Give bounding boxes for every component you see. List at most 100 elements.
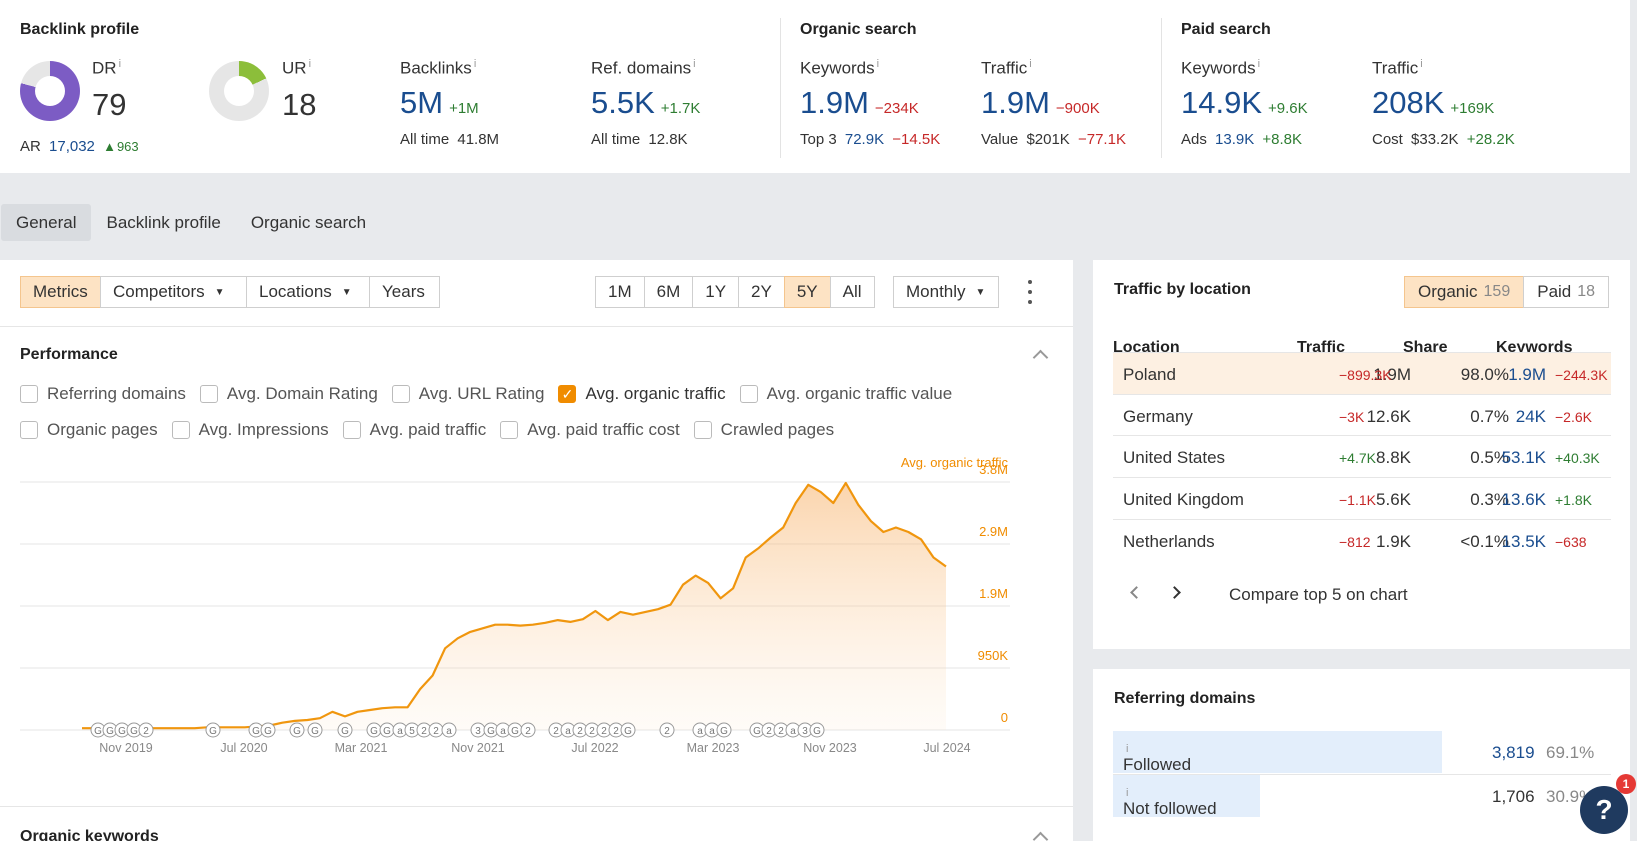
checkbox-avg-organic-traffic[interactable]: ✓ Avg. organic traffic (558, 384, 726, 404)
table-row[interactable]: Poland 1.9M −899.3K 98.0% 1.9M −244.3K (1113, 352, 1611, 395)
cell-keywords[interactable]: 1.9M (1508, 365, 1546, 384)
checkbox-organic-pages[interactable]: Organic pages (20, 420, 158, 440)
checkbox-avg-domain-rating[interactable]: Avg. Domain Rating (199, 384, 378, 404)
backlink-profile-title: Backlink profile (20, 21, 140, 38)
checkbox-icon (171, 421, 190, 439)
info-icon[interactable]: i (308, 58, 312, 70)
compare-top-5-link[interactable]: Compare top 5 on chart (1229, 585, 1408, 604)
cell-traffic[interactable]: 8.8K (1376, 448, 1411, 468)
tab-backlink-profile[interactable]: Backlink profile (106, 213, 221, 232)
followed-value[interactable]: 3,819 (1492, 743, 1535, 762)
checkbox-avg-organic-traffic-value[interactable]: Avg. organic traffic value (739, 384, 952, 404)
column-header-location[interactable]: Location (1113, 339, 1180, 356)
years-button[interactable]: Years (369, 276, 440, 308)
table-row[interactable]: Germany 12.6K −3K 0.7% 24K −2.6K (1113, 393, 1611, 437)
followed-row[interactable]: Followed i 3,819 69.1% (1113, 731, 1611, 774)
locations-dropdown[interactable]: Locations ▼ (246, 276, 370, 308)
info-icon[interactable]: i (1029, 58, 1032, 70)
info-icon[interactable]: i (118, 58, 122, 70)
checkbox-avg-paid-traffic-cost[interactable]: Avg. paid traffic cost (500, 420, 680, 440)
info-icon[interactable]: i (1126, 787, 1129, 799)
tab-organic-search[interactable]: Organic search (250, 213, 367, 232)
info-icon[interactable]: i (1257, 58, 1261, 70)
interval-dropdown[interactable]: Monthly ▼ (893, 276, 999, 308)
tab-general[interactable]: General (1, 204, 92, 241)
paid-toggle[interactable]: Paid 18 (1523, 276, 1610, 308)
performance-panel: Metrics Competitors ▼ Locations ▼ Years 1M… (0, 260, 1073, 841)
cell-keywords[interactable]: 24K (1515, 406, 1546, 426)
event-marker (809, 722, 825, 738)
event-marker-label: 3 (475, 726, 481, 737)
range-all[interactable]: All (829, 276, 875, 308)
event-marker-label: 2 (766, 726, 772, 737)
organic-traffic-value[interactable]: 1.9M (981, 84, 1050, 120)
competitors-dropdown[interactable]: Competitors ▼ (100, 276, 247, 308)
event-marker (289, 722, 305, 738)
cell-traffic[interactable]: 12.6K (1366, 406, 1411, 426)
organic-toggle[interactable]: Organic 159 (1404, 276, 1525, 308)
more-options-icon[interactable] (1025, 280, 1035, 304)
info-icon[interactable]: i (1420, 58, 1423, 70)
caret-down-icon: ▼ (341, 286, 352, 298)
event-marker-label: 2 (433, 726, 439, 737)
range-5y[interactable]: 5Y (783, 276, 831, 308)
table-row[interactable]: Netherlands 1.9K −812 <0.1% 13.5K −638 (1113, 518, 1611, 562)
dr-value: 79 (92, 87, 127, 122)
event-marker-label: a (697, 726, 703, 737)
cell-keywords[interactable]: 53.1K (1501, 448, 1546, 468)
table-row[interactable]: United Kingdom 5.6K −1.1K 0.3% 13.6K +1.8K (1113, 477, 1611, 520)
cell-location: Poland (1123, 365, 1176, 384)
previous-page-icon[interactable] (1130, 586, 1143, 599)
checkbox-icon (693, 421, 712, 439)
column-header-traffic[interactable]: Traffic (1297, 339, 1346, 356)
cell-traffic[interactable]: 1.9K (1376, 531, 1411, 551)
checkbox-referring-domains[interactable]: Referring domains (20, 384, 186, 404)
backlinks-value[interactable]: 5M (400, 84, 444, 120)
paid-traffic-value[interactable]: 208K (1372, 84, 1445, 120)
top3-value[interactable]: 72.9K (844, 130, 885, 148)
range-2y[interactable]: 2Y (738, 276, 785, 308)
not-followed-value[interactable]: 1,706 (1492, 787, 1535, 806)
event-marker-label: G (209, 726, 217, 737)
paid-keywords-value[interactable]: 14.9K (1181, 84, 1263, 120)
metrics-button[interactable]: Metrics (20, 276, 101, 308)
dr-label[interactable]: DR i (92, 58, 122, 78)
checkbox-avg-url-rating[interactable]: Avg. URL Rating (391, 384, 544, 404)
collapse-chevron-icon[interactable] (1032, 831, 1049, 841)
column-header-share[interactable]: Share (1403, 339, 1448, 356)
cost-value: $33.2K (1411, 130, 1459, 148)
range-6m[interactable]: 6M (643, 276, 694, 308)
not-followed-row[interactable]: Not followed i 1,706 30.9% (1113, 774, 1611, 818)
column-header-keywords[interactable]: Keywords (1496, 339, 1573, 356)
range-1m[interactable]: 1M (595, 276, 645, 308)
checkbox-avg-impressions[interactable]: Avg. Impressions (171, 420, 329, 440)
cell-keywords[interactable]: 13.6K (1501, 490, 1546, 510)
divider (0, 326, 1073, 327)
ads-value[interactable]: 13.9K (1215, 130, 1255, 148)
next-page-icon[interactable] (1168, 586, 1181, 599)
traffic-by-location-title: Traffic by location (1114, 281, 1251, 298)
event-marker-label: G (94, 726, 102, 737)
cell-traffic[interactable]: 5.6K (1376, 490, 1411, 510)
ref-domains-value[interactable]: 5.5K (591, 84, 655, 120)
checkbox-crawled-pages[interactable]: Crawled pages (693, 420, 834, 440)
event-marker-label: 2 (143, 726, 149, 737)
ar-value[interactable]: 17,032 (49, 138, 95, 155)
traffic-by-location-panel: Traffic by location Organic 159 Paid 18 Lo… (1093, 260, 1630, 649)
cell-keywords[interactable]: 13.5K (1501, 531, 1546, 551)
event-marker-label: 5 (409, 726, 415, 737)
help-button[interactable]: ? (1580, 786, 1628, 834)
cell-traffic[interactable]: 1.9M (1373, 365, 1411, 384)
collapse-chevron-icon[interactable] (1032, 349, 1049, 366)
info-icon[interactable]: i (1126, 743, 1129, 755)
checkbox-avg-paid-traffic[interactable]: Avg. paid traffic (342, 420, 486, 440)
ur-label[interactable]: UR i (282, 58, 312, 78)
info-icon[interactable]: i (473, 58, 477, 70)
event-marker-label: a (790, 726, 796, 737)
range-1y[interactable]: 1Y (692, 276, 740, 308)
info-icon[interactable]: i (876, 58, 880, 70)
organic-keywords-value[interactable]: 1.9M (800, 84, 869, 120)
table-row[interactable]: United States 8.8K +4.7K 0.5% 53.1K +40.3K (1113, 435, 1611, 478)
info-icon[interactable]: i (693, 58, 696, 70)
